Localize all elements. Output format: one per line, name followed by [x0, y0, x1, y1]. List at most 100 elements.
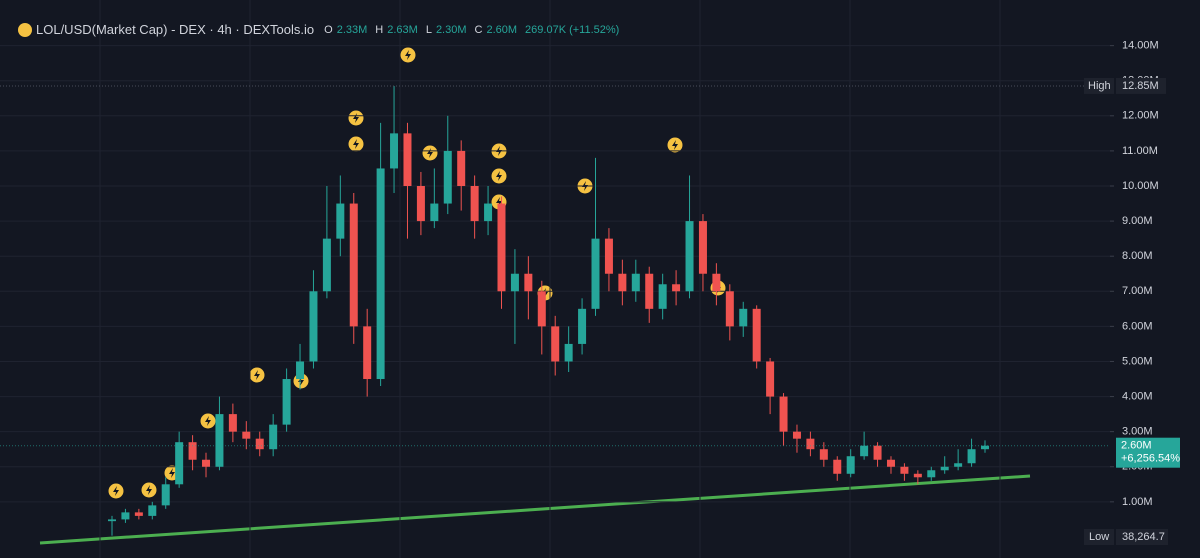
y-tick-label: 5.00M [1122, 355, 1153, 367]
event-icon-bolt [169, 468, 175, 478]
ohlc-label: C [474, 23, 483, 36]
candle-body [336, 203, 345, 239]
token-icon [18, 22, 32, 37]
event-icon-bolt [113, 486, 119, 496]
event-icon-bolt [353, 139, 359, 149]
ohlc-value: 2.33M [336, 23, 368, 36]
ohlc-value: 2.60M [486, 23, 518, 36]
candle-body [443, 150, 452, 204]
event-icon-bolt [254, 370, 260, 380]
candle-body [645, 273, 654, 309]
candle-body [846, 456, 855, 474]
event-icons [107, 46, 727, 500]
symbol-title: LOL/USD(Market Cap) - DEX · 4h · DEXTool… [36, 22, 315, 37]
low-tag-bg [1084, 529, 1114, 545]
high-tag-bg [1084, 77, 1114, 94]
candle-body [108, 519, 116, 522]
candle-body [188, 442, 197, 460]
y-tick-label: 8.00M [1122, 250, 1153, 262]
candle-body [497, 203, 506, 292]
candle-body [940, 466, 949, 471]
candle-body [591, 238, 600, 309]
candle-body [954, 463, 963, 467]
candle-body [148, 505, 157, 516]
candle-body [175, 442, 184, 485]
event-icon-bolt [496, 171, 502, 181]
candle-body [913, 473, 922, 478]
candle-body [725, 291, 734, 327]
candle-body [524, 273, 533, 292]
y-tick-label: 14.00M [1122, 40, 1159, 52]
y-tick-label: 1.00M [1122, 496, 1153, 508]
event-icon-bolt [427, 148, 433, 158]
low-price: 38,264.7 [1122, 531, 1165, 543]
candle-body [403, 133, 412, 186]
candle-body [457, 150, 466, 186]
candle-body [134, 512, 143, 516]
candle-body [390, 133, 399, 169]
candle-body [376, 168, 385, 380]
last-price: 2.60M [1121, 440, 1152, 452]
candle-body [631, 273, 640, 292]
low-price-bg [1116, 529, 1168, 545]
candle-body [322, 238, 331, 292]
event-icon-bolt [146, 485, 152, 495]
candle-body [604, 238, 613, 274]
candle-body [618, 273, 627, 292]
candle-body [739, 308, 748, 327]
y-tick-label: 7.00M [1122, 285, 1153, 297]
candle-body [296, 361, 305, 380]
ohlc-values: O 2.33M H 2.63M L 2.30M C 2.60M [324, 24, 521, 36]
candle-body [551, 326, 560, 362]
event-icon-bolt [672, 140, 678, 150]
candle-body [416, 186, 425, 222]
candle-body [202, 459, 211, 467]
candle-body [873, 445, 882, 460]
candle-body [242, 431, 251, 439]
ohlc-value: 2.63M [387, 23, 418, 36]
candle-body [161, 484, 170, 506]
candle-body [766, 361, 775, 397]
candle-body [349, 203, 358, 327]
low-tag: Low [1089, 531, 1109, 543]
candle-body [981, 445, 989, 450]
candle-body [819, 449, 828, 460]
ohlc-label: O [324, 23, 333, 36]
candle-body [886, 459, 895, 467]
candle-body [792, 431, 801, 439]
candle-body [470, 186, 479, 222]
high-price: 12.85M [1122, 80, 1159, 92]
y-tick-label: 4.00M [1122, 390, 1153, 402]
candle-body [712, 273, 721, 292]
y-tick-label: 11.00M [1122, 145, 1158, 157]
candle-body [537, 291, 546, 327]
candle-body [658, 284, 667, 309]
y-tick-label: 10.00M [1122, 180, 1159, 192]
candle-body [578, 308, 587, 344]
candle-body [269, 424, 278, 450]
candle-body [685, 221, 694, 292]
candle-body [215, 414, 224, 467]
candle-body [806, 438, 815, 450]
candle-body [282, 379, 291, 425]
change: 269.07K (+11.52%) [525, 23, 620, 36]
ohlc-label: L [425, 23, 432, 36]
candle-body [510, 273, 519, 292]
candle-body [779, 396, 788, 432]
y-tick-label: 6.00M [1122, 320, 1153, 332]
candle-body [833, 459, 842, 474]
candle-body [228, 414, 237, 432]
candle-body [927, 470, 936, 478]
event-icon-bolt [496, 197, 502, 207]
candle-body [430, 203, 439, 222]
candle-body [967, 449, 976, 464]
high-tag: High [1088, 80, 1111, 92]
candle-body [255, 438, 264, 450]
event-icon-bolt [205, 416, 211, 426]
candle-body [900, 466, 909, 474]
y-tick-label: 9.00M [1122, 215, 1153, 227]
last-change: +6,256.54% [1121, 453, 1180, 465]
high-price-bg [1116, 77, 1166, 94]
